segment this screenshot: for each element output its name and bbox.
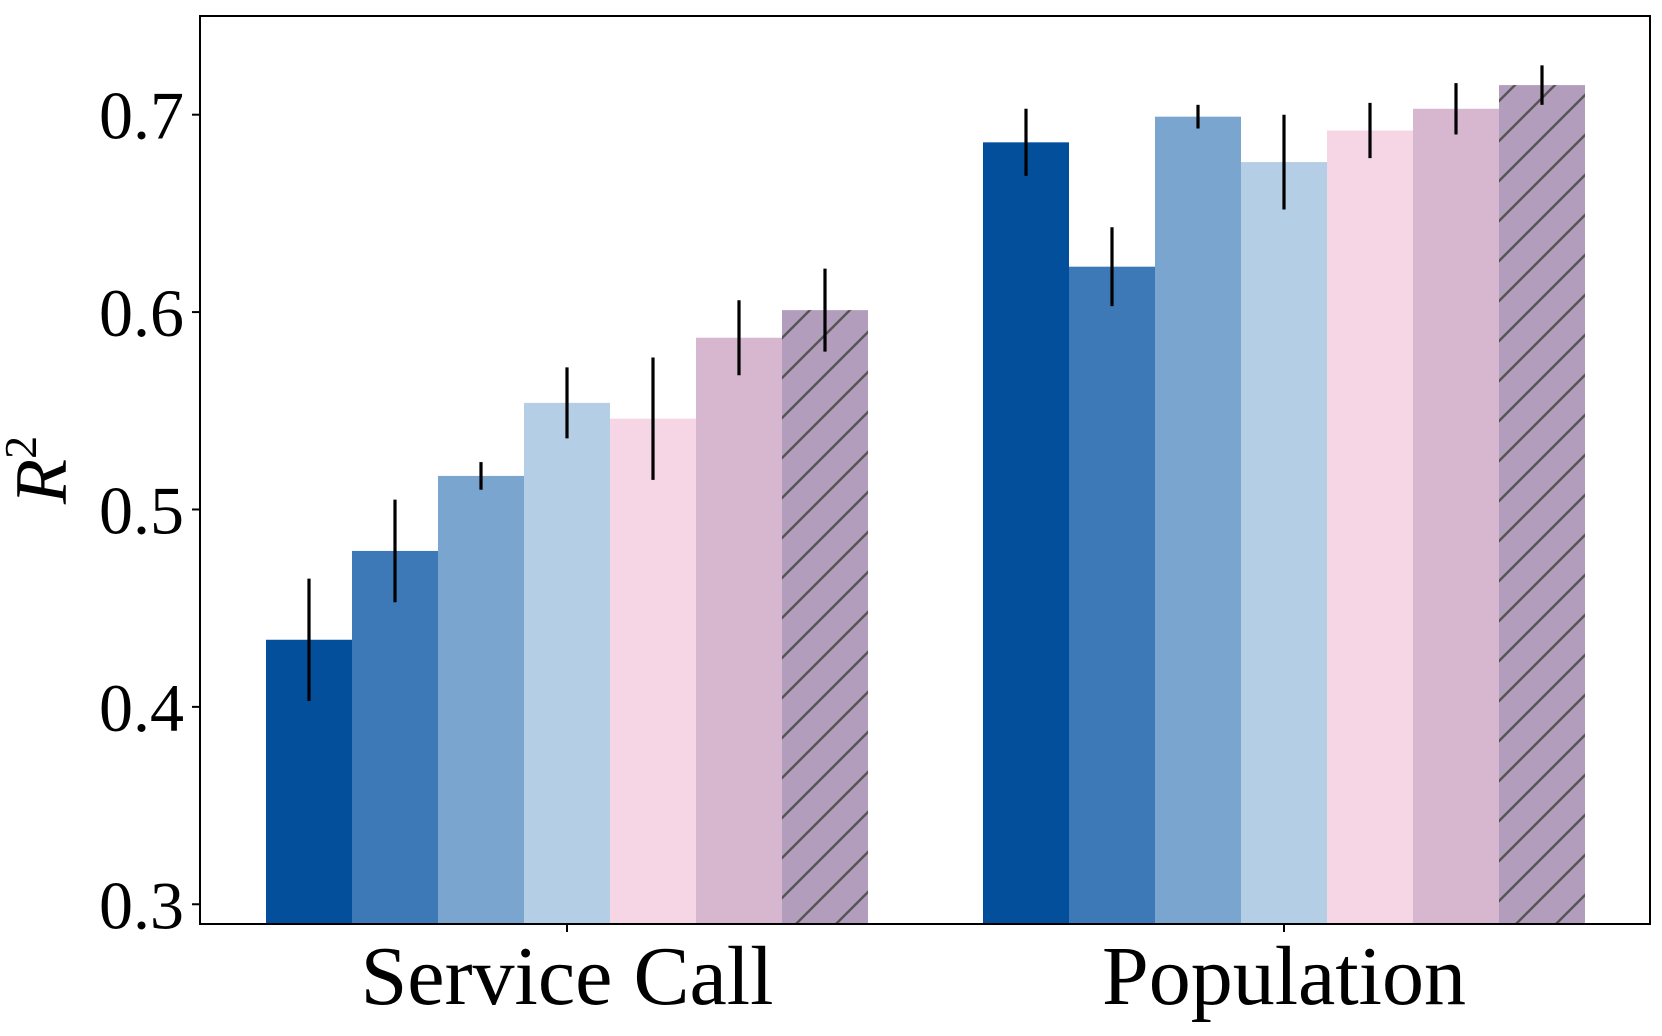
bar-hatch-overlay [1499,85,1585,924]
bar-6-population [1413,108,1499,924]
bar-3-population [1155,116,1241,925]
x-tick-label: Service Call [361,930,774,1023]
x-axis-ticks: Service Call Population [361,924,1466,1023]
bar-2-population [1069,266,1155,924]
bar-1-population [983,142,1069,924]
y-axis-label-text: R [1,459,83,505]
y-tick-label: 0.5 [99,472,184,548]
y-axis-ticks: 0.3 0.4 0.5 0.6 0.7 [99,78,200,943]
y-tick-label: 0.4 [99,670,184,746]
y-tick-label: 0.3 [99,867,184,943]
y-tick-label: 0.7 [99,78,184,154]
error-bars-layer [307,65,1544,701]
plot-frame [199,15,1651,925]
x-tick-label: Population [1102,930,1466,1023]
bar-5-service-call [610,418,696,924]
bar-4-service-call [524,402,610,924]
bars-layer [266,85,1585,925]
bar-5-population [1327,130,1413,925]
bar-2-service-call [352,550,438,924]
bar-6-service-call [696,337,782,925]
bar-4-population [1241,162,1327,924]
bar-hatch-overlay [782,310,868,924]
y-axis-label-superscript: 2 [0,436,46,459]
y-tick-label: 0.6 [99,275,184,351]
y-axis-label: R2 [0,436,83,505]
bar-3-service-call [438,475,524,924]
